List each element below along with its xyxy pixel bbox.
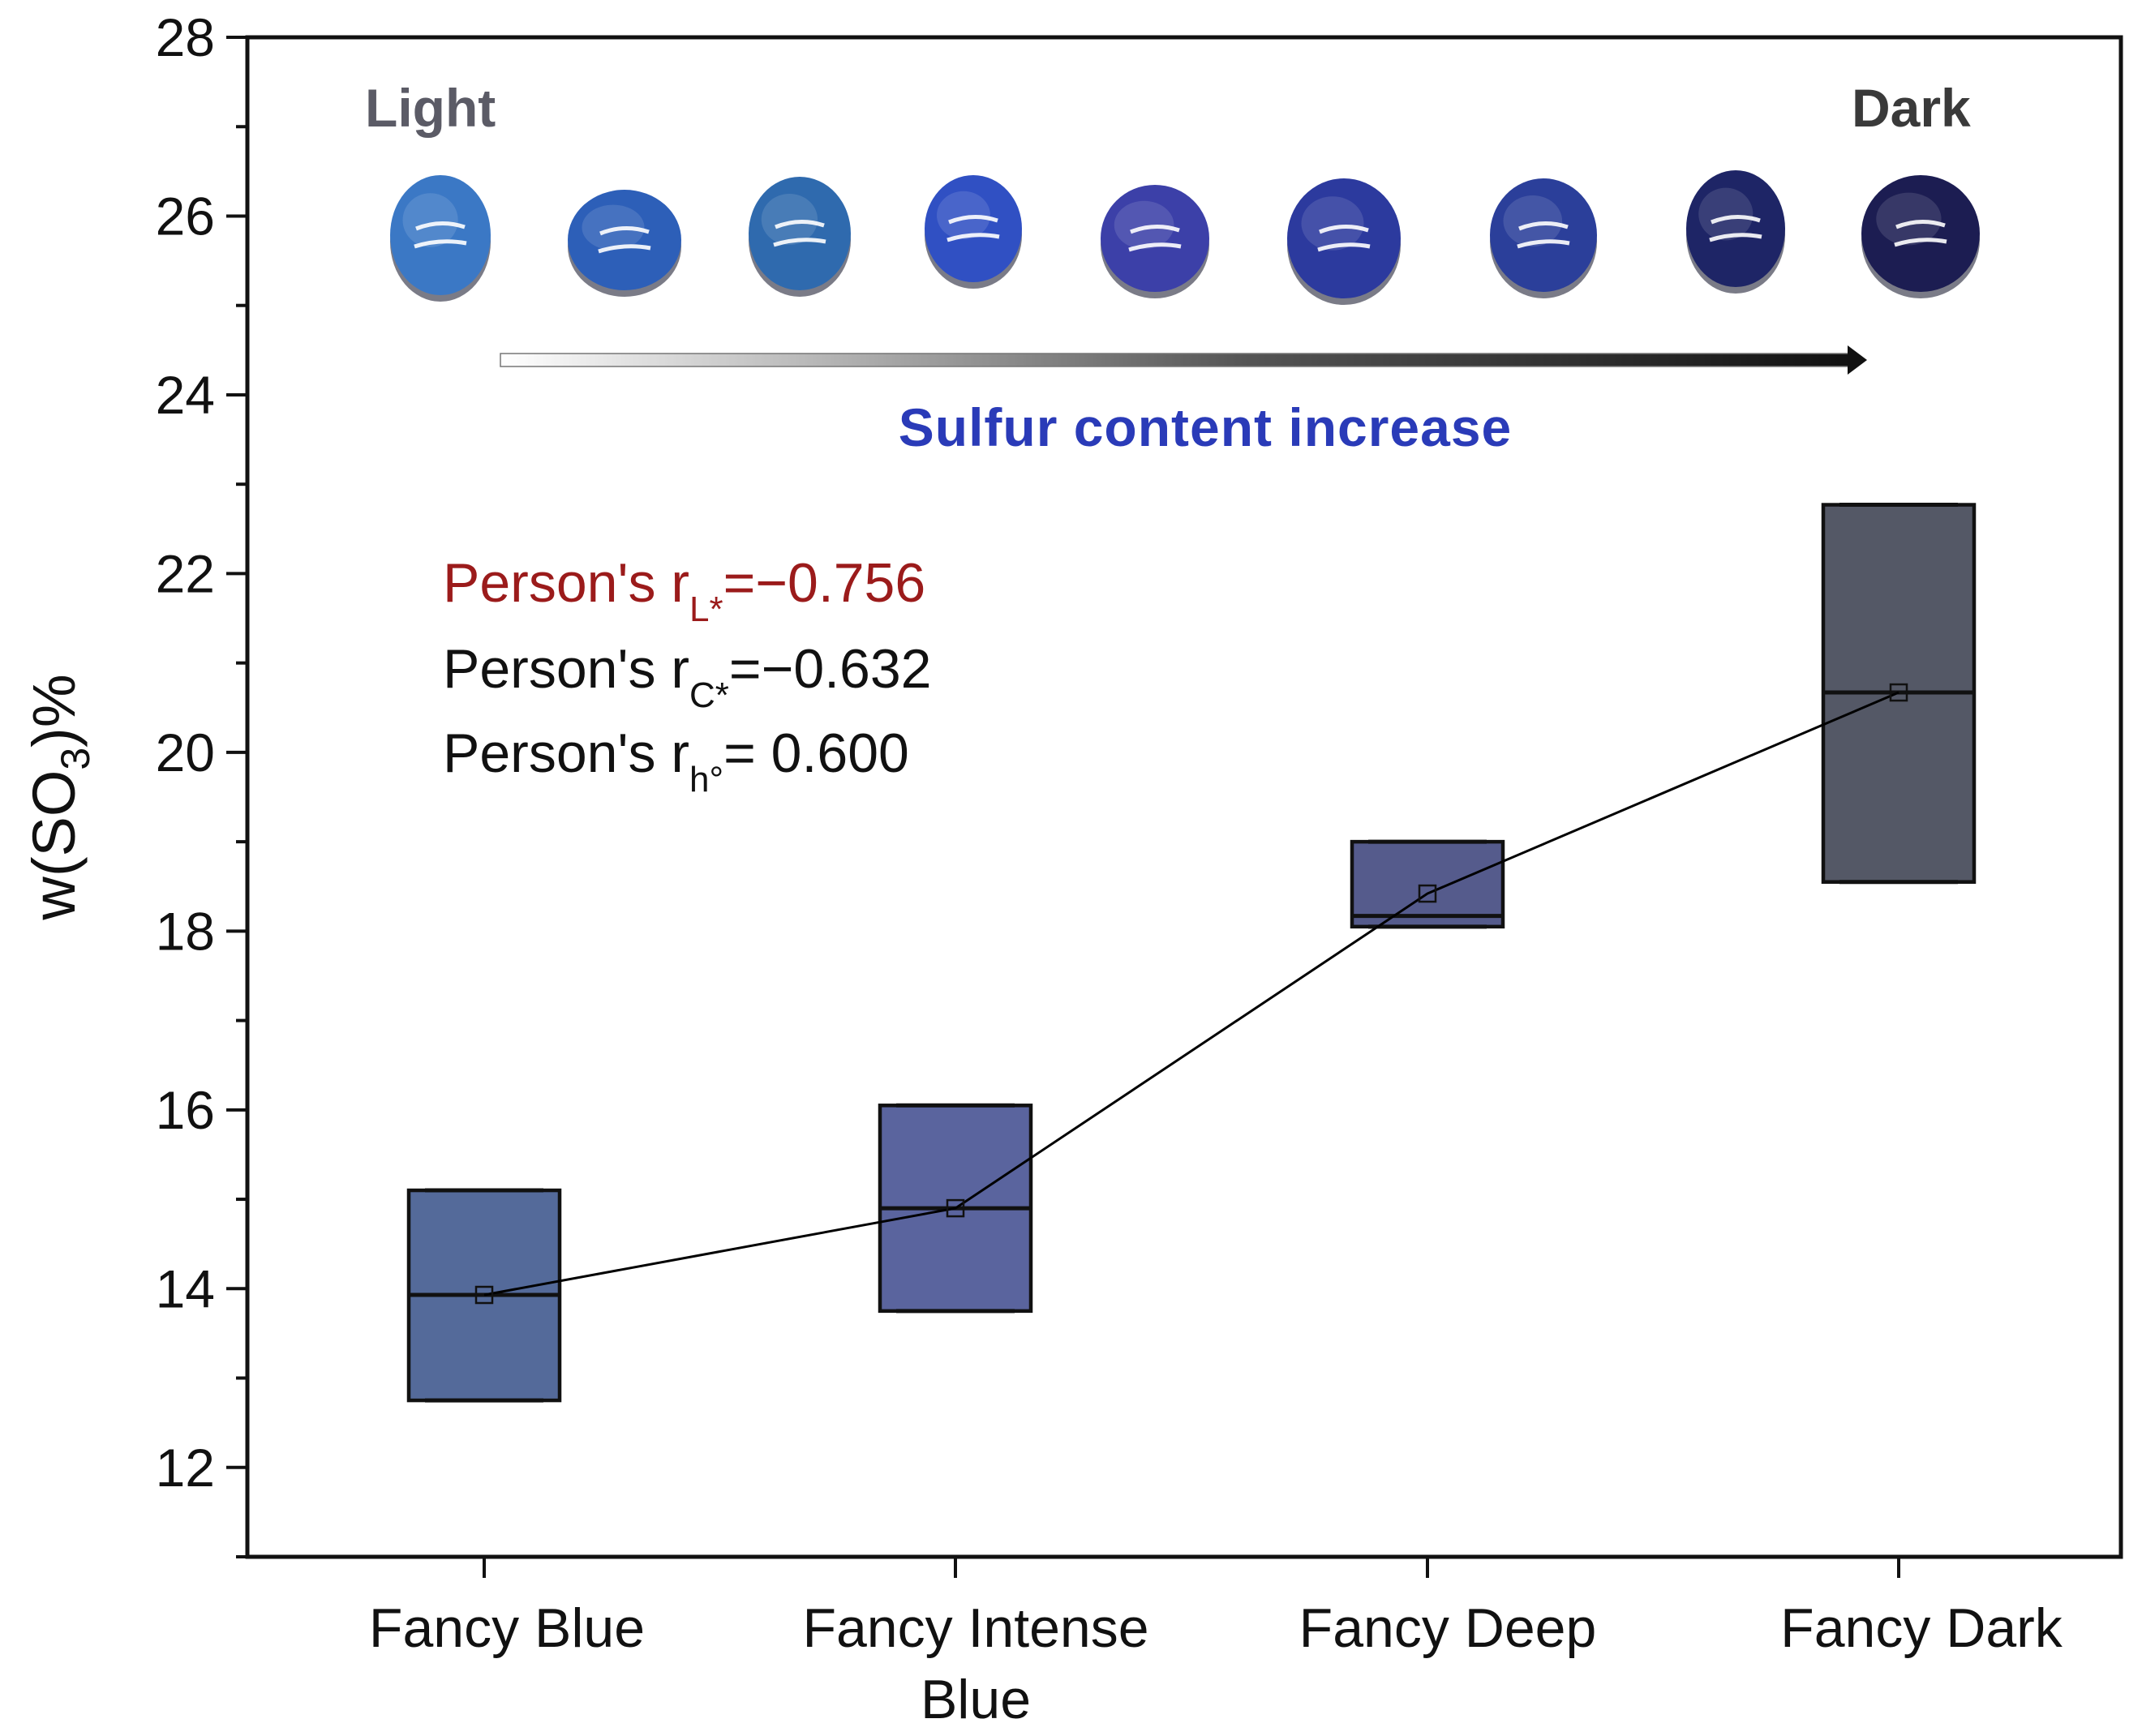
mean-marker [1889,683,1908,702]
pearson-stat-sub: h° [689,760,723,799]
gem-sheen [761,194,818,245]
x-category-label: Fancy Intense Blue [802,1597,1148,1730]
box-body [1350,839,1505,929]
pearson-stat-sub: L* [689,589,723,629]
x-category-label-line: Blue [921,1669,1031,1730]
gem-5 [1101,185,1209,298]
gem-highlight-upper [1895,220,1946,229]
gem-body [1490,178,1597,292]
gem-highlight-upper [599,226,650,236]
gem-6 [1287,178,1401,305]
gem-sheen [1876,192,1942,246]
x-category-label-line: Fancy Blue [369,1597,645,1659]
pearson-stat-prefix: Person's r [443,552,689,614]
gem-highlight-lower [773,238,826,247]
gem-highlight-lower [947,233,1000,242]
y-tick-label: 20 [156,722,215,782]
gem-7 [1490,178,1597,298]
sulfur-arrow-shaft [500,353,1852,367]
gem-sheen [582,204,645,251]
gem-highlight-lower [1317,242,1371,252]
gem-body [749,177,851,290]
gem-1 [390,175,491,302]
y-tick-label: 28 [156,7,215,67]
pearson-stat-value: =−0.632 [729,638,932,700]
mean-marker [474,1285,494,1305]
gem-3 [749,177,851,297]
x-axis: Fancy Blue Fancy Intense Blue Fancy Deep Fan… [369,1557,2063,1730]
gem-highlight-lower [1709,233,1762,242]
y-tick-label: 22 [156,543,215,603]
gem-highlight-upper [1319,225,1369,234]
gem-highlight-upper [775,220,825,229]
x-category-label: Fancy Deep [1299,1597,1597,1659]
gem-sheen [1698,187,1754,241]
sulfur-arrow [500,345,1867,375]
gem-sheen [402,193,458,247]
gem-2 [568,190,681,297]
mean-series [474,683,1908,1305]
gem-9 [1861,175,1980,298]
y-axis-title-main: w(SO [20,770,88,921]
y-tick-label: 24 [156,365,215,425]
x-category-label-line: Fancy Intense [802,1597,1148,1659]
gem-body [1101,185,1209,292]
pearson-stat: Person's rh°= 0.600 [443,722,909,799]
pearson-stat-value: =−0.756 [723,552,926,614]
gem-sheen [1503,195,1563,246]
pearson-stat-value: = 0.600 [723,722,909,784]
gem-body [1287,178,1401,298]
y-tick-label: 16 [156,1080,215,1140]
gem-body [925,175,1022,282]
pearson-stat: Person's rL*=−0.756 [443,552,925,629]
pearson-stat: Person's rC*=−0.632 [443,638,931,715]
gem-highlight-upper [415,221,466,231]
gem-sheen [1301,196,1364,251]
gem-highlight-upper [1518,221,1569,231]
x-category-label-line: Fancy Deep [1299,1597,1597,1659]
y-tick-label: 18 [156,901,215,961]
y-tick-label: 12 [156,1438,215,1498]
plot-frame [245,35,2123,1559]
pearson-stat-sub: C* [689,675,729,715]
pearson-stat-prefix: Person's r [443,638,689,700]
gem-4 [925,175,1022,289]
sulfur-label: Sulfur content increase [899,397,1513,457]
mean-line [483,691,1899,1297]
gem-body [1861,175,1980,292]
dark-label: Dark [1852,78,1971,138]
y-axis-title: w(SO3)% [20,674,98,920]
y-tick-label: 26 [156,186,215,246]
gem-highlight-lower [598,244,651,254]
gem-sheen [1114,200,1174,250]
mean-marker [1418,884,1437,903]
gem-highlight-lower [1517,239,1570,249]
pearson-stat-prefix: Person's r [443,722,689,784]
gem-body [568,190,681,290]
y-axis-title-sub: 3 [53,748,98,770]
x-category-label: Fancy Dark [1780,1597,2063,1659]
y-tick-label: 14 [156,1258,215,1318]
gem-highlight-lower [1128,242,1182,252]
gem-highlight-upper [948,215,998,225]
gem-highlight-lower [1894,238,1947,247]
gem-body [1686,170,1785,287]
gem-highlight-upper [1130,225,1180,234]
x-category-label-line: Fancy Dark [1780,1597,2063,1659]
y-axis-title-tail: )% [20,674,88,747]
gem-8 [1686,170,1785,294]
y-axis: 12 14 16 18 20 22 24 26 28 [156,7,247,1558]
gem-sheen [937,191,990,240]
light-label: Light [365,78,496,138]
gem-highlight-upper [1711,215,1761,225]
gem-highlight-lower [414,239,467,249]
sulfur-arrow-head [1848,345,1867,375]
mean-marker [946,1198,965,1218]
x-category-label: Fancy Blue [369,1597,645,1659]
gem-body [390,175,491,295]
gem-row [390,170,1980,305]
